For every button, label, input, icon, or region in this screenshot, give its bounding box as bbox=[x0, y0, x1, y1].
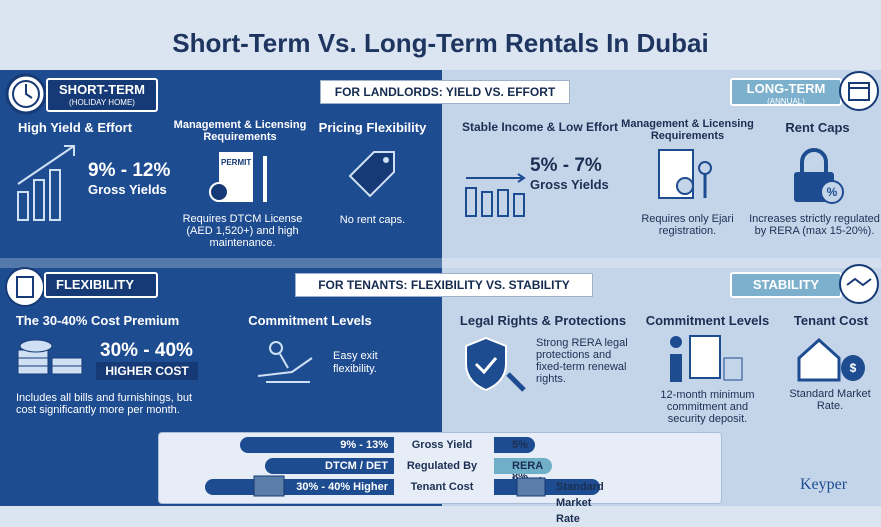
heading: Stable Income & Low Effort bbox=[461, 120, 618, 134]
permit-icon bbox=[209, 152, 267, 202]
heading: Rent Caps bbox=[785, 120, 850, 135]
heading: Commitment Levels bbox=[248, 313, 372, 328]
figure: 9% - 12% bbox=[88, 160, 171, 181]
permit-label: PERMIT bbox=[221, 158, 252, 167]
left-bar: 30% - 40% Higher bbox=[205, 479, 394, 495]
growth-chart-icon bbox=[17, 145, 75, 221]
heading: Tenant Cost bbox=[793, 313, 869, 328]
badge-sub: (HOLIDAY HOME) bbox=[69, 98, 135, 107]
calendar-icon bbox=[839, 71, 879, 111]
house-icon: $ bbox=[797, 337, 865, 382]
title: Short-Term Vs. Long-Term Rentals In Duba… bbox=[172, 28, 709, 58]
tenant-banner: FOR TENANTS: FLEXIBILITY VS. STABILITY bbox=[295, 273, 593, 297]
shield-icon bbox=[465, 336, 526, 392]
caption: Includes all bills and furnishings, but … bbox=[16, 392, 193, 416]
badge-title: SHORT-TERM bbox=[59, 82, 145, 97]
caption: Standard Market Rate. bbox=[789, 388, 871, 412]
cash-icon bbox=[516, 477, 546, 497]
flexibility-badge: FLEXIBILITY bbox=[44, 272, 158, 298]
heading: Legal Rights & Protections bbox=[459, 313, 627, 328]
heading: Commitment Levels bbox=[645, 313, 770, 328]
long-term-badge: LONG-TERM (ANNUAL) bbox=[730, 78, 842, 106]
caption: Strong RERA legal protections and fixed-… bbox=[536, 337, 628, 385]
badge-title: LONG-TERM bbox=[746, 81, 826, 96]
right-value: Standard Market Rate bbox=[556, 481, 604, 525]
right-bar bbox=[494, 458, 552, 474]
svg-text:$: $ bbox=[850, 361, 857, 375]
contract-icon bbox=[670, 335, 743, 382]
caption: Gross Yields bbox=[88, 182, 167, 197]
row-label: Regulated By bbox=[406, 460, 478, 472]
left-bar: 9% - 13% bbox=[240, 437, 394, 453]
figure: 5% - 7% bbox=[530, 155, 602, 176]
clock-icon bbox=[5, 73, 47, 115]
heading: Management & Licensing Requirements bbox=[621, 118, 754, 142]
heading: High Yield & Effort bbox=[17, 120, 133, 135]
caption: 12-month minimum commitment and security… bbox=[660, 389, 755, 425]
logo: Keyper bbox=[800, 476, 848, 493]
bar-chart-icon bbox=[465, 173, 526, 217]
price-tag-icon bbox=[348, 151, 395, 198]
heading: The 30-40% Cost Premium bbox=[15, 313, 180, 328]
divider bbox=[0, 258, 881, 268]
caption: Gross Yields bbox=[530, 177, 609, 192]
row-label: Tenant Cost bbox=[410, 481, 474, 493]
heading: Management & Licensing Requirements bbox=[173, 119, 307, 143]
left-bar: DTCM / DET bbox=[265, 458, 394, 474]
relax-icon bbox=[257, 341, 313, 383]
tag: HIGHER COST bbox=[96, 362, 198, 380]
handshake-icon bbox=[839, 264, 879, 304]
figure: 30% - 40% bbox=[100, 340, 193, 361]
caption: Increases strictly regulated by RERA (ma… bbox=[749, 213, 880, 237]
document-icon bbox=[658, 149, 712, 199]
stability-badge: STABILITY bbox=[730, 272, 842, 298]
page: Short-Term Vs. Long-Term Rentals In Duba… bbox=[0, 28, 881, 525]
badge-sub: (ANNUAL) bbox=[767, 97, 805, 106]
heading: Pricing Flexibility bbox=[318, 120, 427, 135]
building-icon bbox=[5, 267, 45, 307]
caption: No rent caps. bbox=[339, 214, 406, 226]
cash-icon bbox=[253, 475, 285, 497]
svg-text:%: % bbox=[827, 185, 838, 199]
landlord-banner: FOR LANDLORDS: YIELD VS. EFFORT bbox=[320, 80, 570, 104]
lock-icon: % bbox=[794, 148, 844, 204]
caption: Requires DTCM License (AED 1,520+) and h… bbox=[182, 213, 303, 249]
caption: Requires only Ejari registration. bbox=[641, 213, 734, 237]
caption: Easy exit flexibility. bbox=[333, 350, 378, 375]
row-label: Gross Yield bbox=[411, 439, 473, 451]
right-bar bbox=[494, 437, 535, 453]
money-icon bbox=[17, 339, 83, 375]
short-term-badge: SHORT-TERM (HOLIDAY HOME) bbox=[46, 78, 158, 112]
